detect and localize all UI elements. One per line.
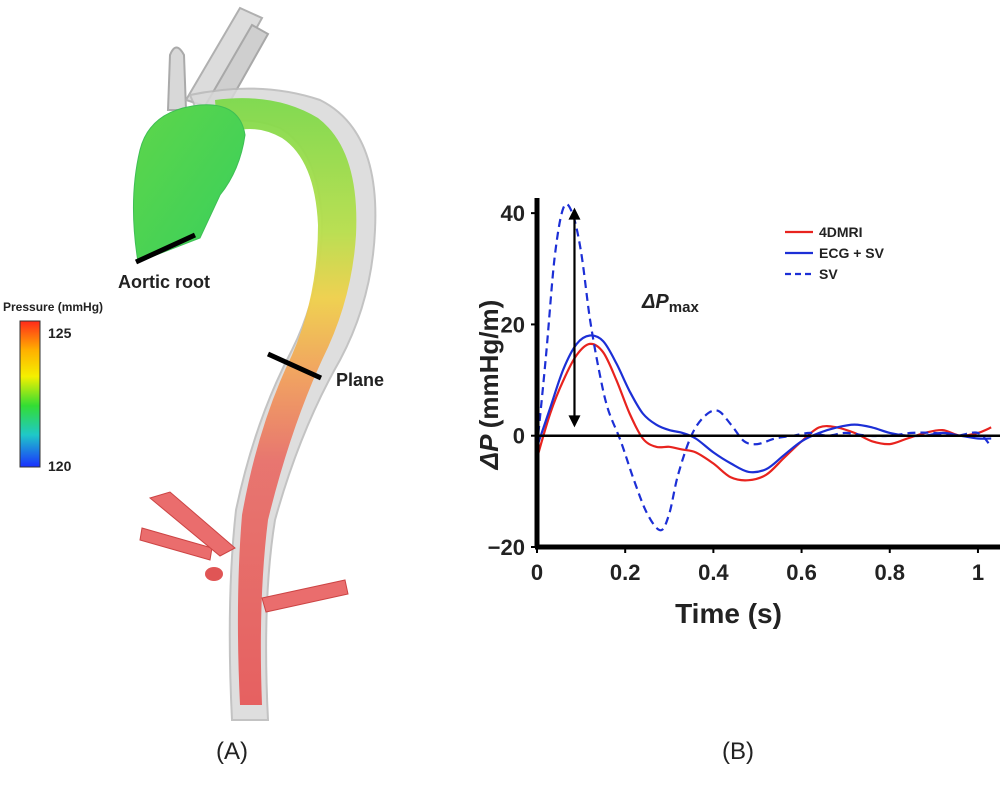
aorta-descending-colored bbox=[215, 98, 357, 705]
chart-legend: 4DMRI ECG + SV SV bbox=[785, 224, 885, 282]
series-layer bbox=[535, 202, 993, 532]
aortic-root-bulb bbox=[132, 104, 246, 263]
y-axis-symbol: ΔP bbox=[474, 428, 504, 470]
x-tick-label: 0 bbox=[531, 560, 543, 585]
pressure-colorbar: Pressure (mmHg) 125 120 bbox=[3, 300, 103, 474]
dp-max-label: ΔPmax bbox=[641, 291, 699, 316]
abdominal-branch-vessels bbox=[139, 491, 349, 613]
y-tick-label: 20 bbox=[501, 312, 525, 337]
panel-a-caption: (A) bbox=[216, 738, 248, 765]
x-tick-label: 0.2 bbox=[610, 560, 641, 585]
aortic-root-line bbox=[134, 232, 197, 265]
series-line-0 bbox=[535, 342, 992, 482]
x-tick-label: 0.4 bbox=[698, 560, 729, 585]
legend-label-1: ECG + SV bbox=[819, 245, 885, 261]
panel-a-aorta-figure: Aortic root Plane Pressure (mmHg) 125 12… bbox=[0, 0, 500, 786]
colorbar-gradient bbox=[19, 320, 41, 468]
plane-label: Plane bbox=[336, 370, 384, 390]
dp-max-arrow-head-bottom bbox=[568, 415, 581, 428]
x-tick-label: 0.6 bbox=[786, 560, 817, 585]
y-axis-label: ΔP (mmHg/m) bbox=[474, 300, 504, 471]
dp-max-symbol: ΔP bbox=[641, 291, 669, 313]
y-axis-unit: (mmHg/m) bbox=[474, 300, 504, 429]
colorbar-title: Pressure (mmHg) bbox=[3, 300, 103, 314]
panel-b-caption: (B) bbox=[722, 738, 754, 765]
colorbar-min-label: 120 bbox=[48, 458, 72, 474]
legend-label-2: SV bbox=[819, 266, 838, 282]
aortic-root-label: Aortic root bbox=[118, 272, 210, 292]
series-line-2 bbox=[535, 202, 993, 532]
panel-b-pressure-chart: −20 0 20 40 0 0.2 0.4 0.6 0.8 1 Time (s) ΔP (mmHg/m… bbox=[470, 180, 1005, 640]
y-tick-label: 40 bbox=[501, 201, 525, 226]
y-tick-label: −20 bbox=[488, 535, 525, 560]
y-tick-label: 0 bbox=[513, 424, 525, 449]
dp-max-subscript: max bbox=[669, 299, 700, 316]
x-tick-label: 0.8 bbox=[874, 560, 905, 585]
dp-max-arrow-head-top bbox=[568, 207, 581, 220]
dp-max-annotation: ΔPmax bbox=[568, 207, 699, 428]
aorta-illustration: Aortic root Plane Pressure (mmHg) 125 12… bbox=[3, 6, 384, 721]
x-tick-label: 1 bbox=[972, 560, 984, 585]
legend-label-0: 4DMRI bbox=[819, 224, 863, 240]
colorbar-max-label: 125 bbox=[48, 325, 72, 341]
plane-line bbox=[266, 351, 323, 381]
x-axis-label: Time (s) bbox=[675, 598, 782, 629]
